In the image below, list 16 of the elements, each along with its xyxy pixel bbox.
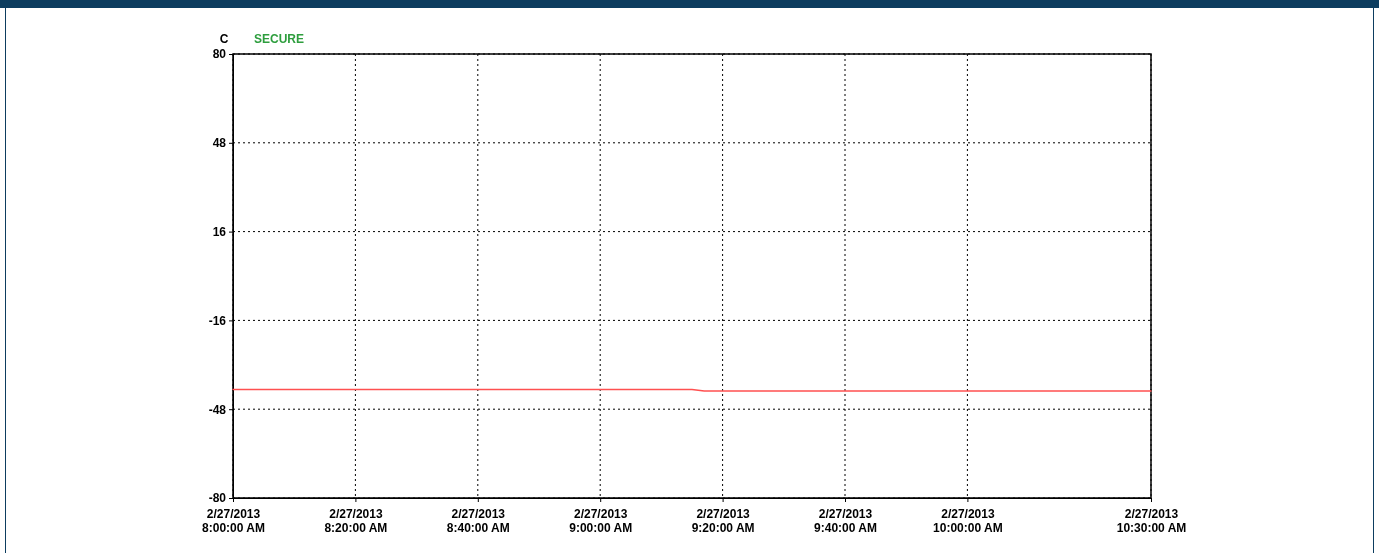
y-tick-label: -80 xyxy=(208,491,227,506)
y-tick-label: -16 xyxy=(208,313,227,328)
x-tick-label: 2/27/2013 9:20:00 AM xyxy=(691,507,755,535)
x-tick-label: 2/27/2013 8:40:00 AM xyxy=(446,507,510,535)
x-tick-label: 2/27/2013 10:00:00 AM xyxy=(933,507,1003,535)
y-tick-label: 48 xyxy=(212,136,227,151)
y-axis-title: C xyxy=(219,32,229,46)
text: SECURE xyxy=(254,32,305,46)
y-tick-label: 16 xyxy=(212,224,227,239)
x-tick-label: 2/27/2013 10:30:00 AM xyxy=(1116,507,1187,535)
y-tick-label: 80 xyxy=(212,47,227,62)
x-tick-label: 2/27/2013 9:00:00 AM xyxy=(569,507,633,535)
x-tick-label: 2/27/2013 8:20:00 AM xyxy=(324,507,388,535)
x-tick-label: 2/27/2013 9:40:00 AM xyxy=(814,507,877,535)
y-tick-label: -48 xyxy=(208,402,227,417)
x-tick-label: 2/27/2013 8:00:00 AM xyxy=(202,507,265,535)
